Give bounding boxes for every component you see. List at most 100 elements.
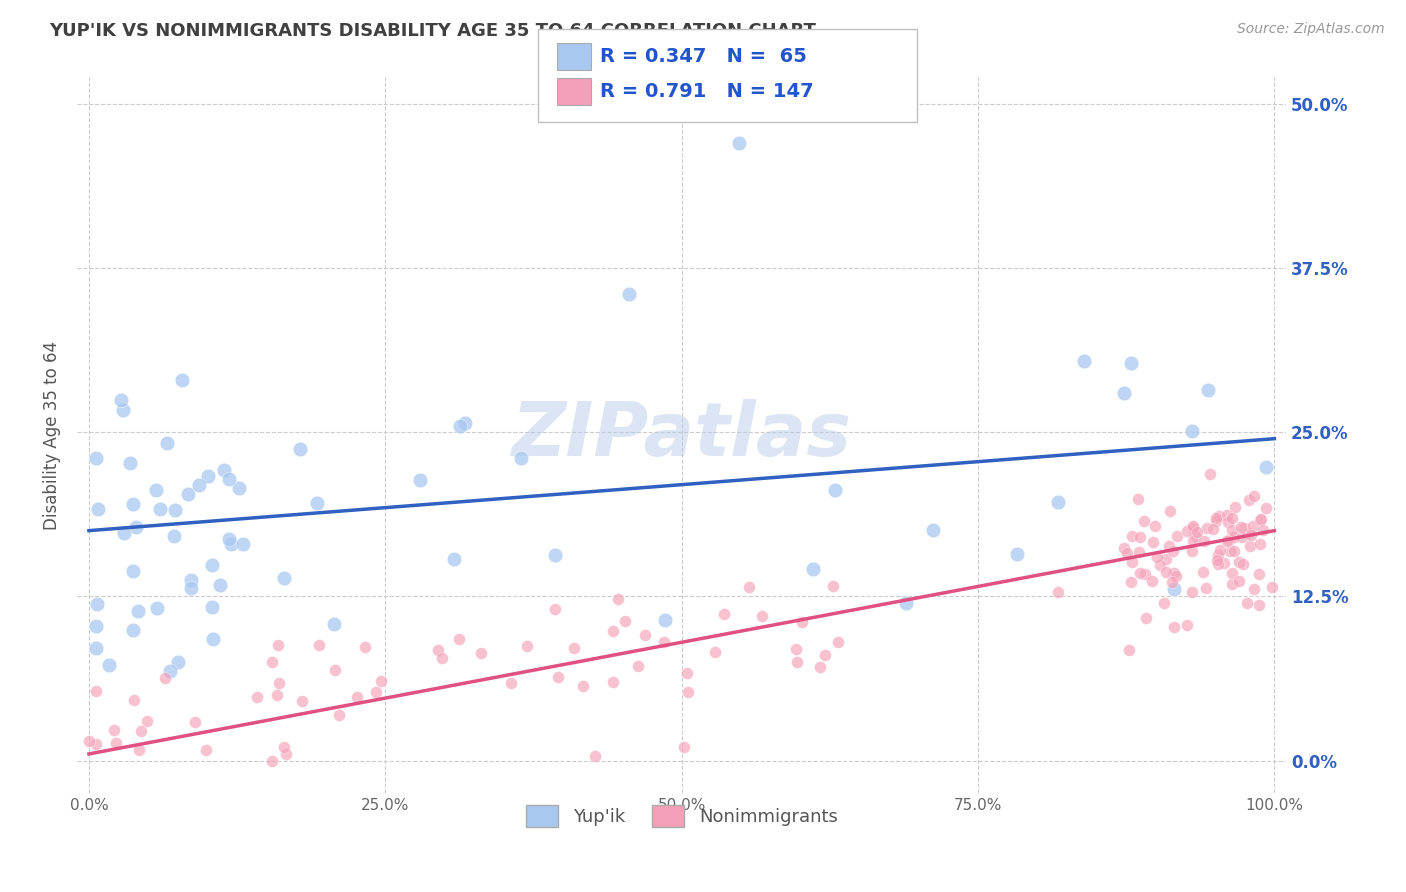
Point: [1046, 494, 1069, 508]
Point: [112, 526, 135, 541]
Point: [1243, 489, 1265, 503]
Point: [1220, 566, 1243, 580]
Legend: Yup'ik, Nonimmigrants: Yup'ik, Nonimmigrants: [519, 798, 845, 834]
Point: [84, 619, 107, 633]
Point: [308, 639, 330, 653]
Point: [562, 641, 585, 656]
Point: [370, 673, 392, 688]
Point: [194, 743, 217, 757]
Point: [1250, 512, 1272, 526]
Point: [676, 684, 699, 698]
Point: [785, 642, 807, 657]
Point: [1161, 574, 1184, 589]
Point: [617, 287, 640, 301]
Point: [409, 473, 432, 487]
Point: [288, 442, 311, 456]
Point: [1205, 514, 1227, 528]
Point: [153, 671, 176, 685]
Point: [273, 739, 295, 754]
Point: [262, 655, 284, 669]
Point: [1112, 385, 1135, 400]
Point: [1206, 549, 1229, 563]
Point: [276, 747, 298, 761]
Point: [260, 754, 283, 768]
Point: [1154, 566, 1177, 580]
Point: [634, 628, 657, 642]
Point: [1121, 555, 1143, 569]
Point: [1216, 534, 1239, 549]
Point: [84, 684, 107, 698]
Point: [1197, 521, 1219, 535]
Point: [1254, 460, 1277, 475]
Point: [1220, 523, 1243, 537]
Point: [110, 392, 132, 407]
Point: [1192, 534, 1215, 549]
Point: [449, 419, 471, 434]
Point: [149, 502, 172, 516]
Point: [1073, 354, 1095, 368]
Point: [1159, 539, 1181, 553]
Y-axis label: Disability Age 35 to 64: Disability Age 35 to 64: [44, 341, 60, 530]
Point: [1213, 556, 1236, 570]
Point: [104, 736, 127, 750]
Point: [447, 632, 470, 646]
Point: [322, 616, 344, 631]
Point: [454, 417, 477, 431]
Point: [218, 532, 240, 546]
Point: [1230, 520, 1253, 534]
Point: [1133, 514, 1156, 528]
Point: [232, 537, 254, 551]
Point: [84, 640, 107, 655]
Point: [1239, 493, 1261, 508]
Point: [1227, 555, 1250, 569]
Point: [627, 659, 650, 673]
Point: [1239, 539, 1261, 553]
Point: [1218, 533, 1240, 548]
Point: [1191, 565, 1213, 579]
Point: [1119, 574, 1142, 589]
Point: [1182, 518, 1205, 533]
Point: [1206, 558, 1229, 572]
Point: [1223, 544, 1246, 558]
Point: [197, 469, 219, 483]
Point: [166, 655, 188, 669]
Point: [145, 483, 167, 498]
Point: [267, 638, 290, 652]
Point: [202, 632, 225, 646]
Point: [921, 524, 943, 538]
Point: [1146, 549, 1168, 564]
Point: [1149, 558, 1171, 572]
Point: [1184, 529, 1206, 543]
Point: [1195, 582, 1218, 596]
Point: [84, 737, 107, 751]
Point: [1163, 582, 1185, 597]
Point: [786, 655, 808, 669]
Point: [111, 403, 134, 417]
Point: [1128, 492, 1150, 507]
Point: [129, 723, 152, 738]
Point: [501, 676, 523, 690]
Point: [1256, 500, 1278, 515]
Point: [187, 478, 209, 492]
Point: [1251, 524, 1274, 538]
Point: [201, 558, 224, 572]
Point: [823, 579, 845, 593]
Point: [1243, 582, 1265, 597]
Point: [1047, 584, 1070, 599]
Point: [606, 592, 628, 607]
Point: [1163, 620, 1185, 634]
Point: [136, 714, 159, 728]
Point: [1247, 566, 1270, 581]
Point: [1197, 383, 1219, 397]
Point: [1005, 547, 1028, 561]
Point: [354, 640, 377, 654]
Point: [120, 456, 142, 470]
Text: R = 0.347   N =  65: R = 0.347 N = 65: [600, 46, 807, 66]
Point: [602, 624, 624, 639]
Point: [675, 666, 697, 681]
Point: [443, 552, 465, 566]
Point: [103, 723, 125, 737]
Point: [228, 481, 250, 495]
Point: [165, 503, 187, 517]
Point: [1205, 553, 1227, 567]
